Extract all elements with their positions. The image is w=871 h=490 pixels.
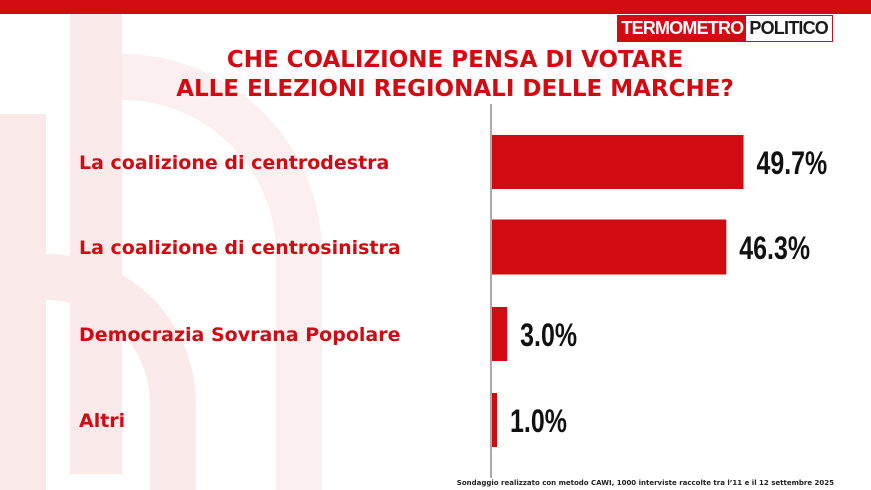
chart-title-line-1: CHE COALIZIONE PENSA DI VOTARE [226,47,684,73]
survey-footnote: Sondaggio realizzato con metodo CAWI, 10… [456,479,834,487]
data-label: 1.0% [510,404,567,440]
logo-text-politico: POLITICO [749,18,828,38]
chart-title: CHE COALIZIONE PENSA DI VOTARE ALLE ELEZ… [110,46,800,104]
logo-text-termometro: TERMOMETRO [618,16,747,41]
bar [492,307,508,361]
top-stripe [0,0,871,14]
data-label: 46.3% [739,231,810,267]
data-label: 3.0% [520,318,577,354]
category-label: La coalizione di centrodestra [79,152,389,174]
category-label: Democrazia Sovrana Popolare [79,324,400,346]
category-label: Altri [79,410,125,432]
category-label: La coalizione di centrosinistra [79,237,401,259]
termometro-politico-logo: TERMOMETRO POLITICO [617,15,833,42]
chart-title-line-2: ALLE ELEZIONI REGIONALI DELLE MARCHE? [176,76,734,102]
bar [492,219,727,275]
bar [492,393,498,447]
bar [492,135,744,189]
data-label: 49.7% [756,146,827,182]
